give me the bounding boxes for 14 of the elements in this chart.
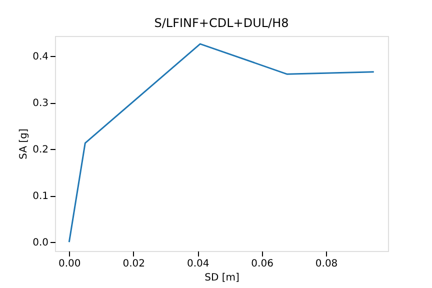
x-tick-label: 0.06 (251, 258, 274, 270)
y-tick-label: 0.4 (32, 52, 48, 63)
y-tick-label: 0.2 (32, 144, 48, 156)
chart-title: S/LFINF+CDL+DUL/H8 (154, 16, 289, 30)
y-tick-label: 0.3 (32, 98, 48, 110)
y-axis-title: SA [g] (18, 128, 30, 160)
line-series (68, 43, 375, 243)
x-tick-label: 0.02 (122, 258, 145, 270)
x-tick-label: 0.08 (315, 258, 338, 270)
x-tick-label: 0.00 (58, 258, 81, 270)
x-axis-title: SD [m] (204, 272, 240, 284)
x-tick-label: 0.04 (186, 258, 210, 270)
y-tick-label: 0.0 (32, 238, 48, 249)
y-tick-label: 0.1 (32, 191, 48, 202)
